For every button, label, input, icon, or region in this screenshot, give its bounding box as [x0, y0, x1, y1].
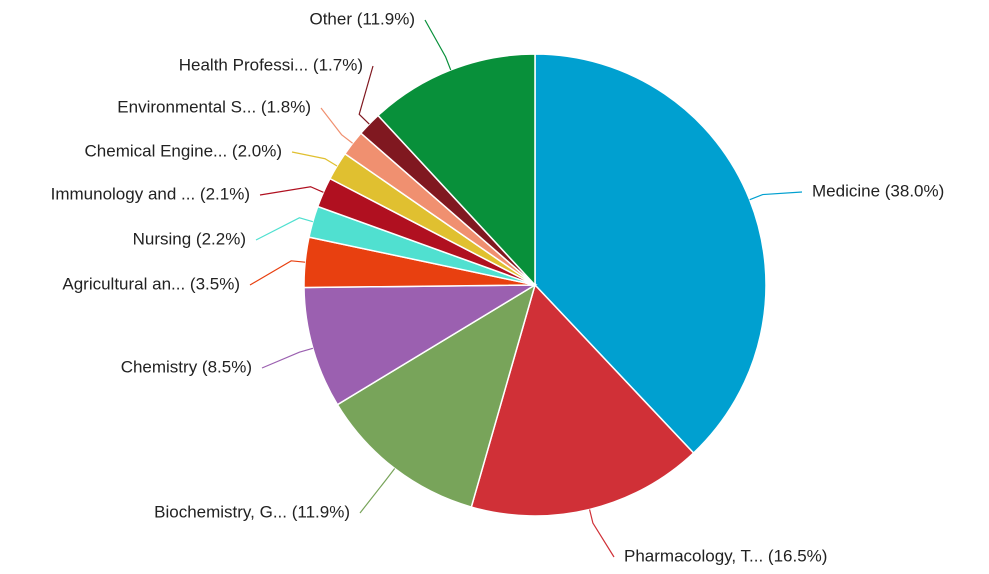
slice-label: Medicine (38.0%): [812, 181, 944, 200]
slice-label: Biochemistry, G... (11.9%): [154, 502, 350, 521]
slice-label: Environmental S... (1.8%): [117, 97, 311, 116]
leader-line: [249, 260, 306, 286]
slice-label: Agricultural an... (3.5%): [62, 274, 240, 293]
leader-line: [588, 509, 615, 558]
leader-line: [320, 107, 353, 144]
slice-label: Chemical Engine... (2.0%): [85, 141, 282, 160]
leader-line: [291, 151, 338, 167]
slice-label: Pharmacology, T... (16.5%): [624, 546, 827, 565]
leader-line: [259, 186, 324, 196]
pie-slice: [470, 283, 695, 517]
leader-line: [261, 347, 314, 369]
leader-line: [749, 191, 803, 201]
slice-label: Other (11.9%): [309, 9, 415, 28]
leader-line: [359, 468, 396, 514]
leader-line: [255, 217, 314, 241]
slice-label: Health Professi... (1.7%): [179, 55, 363, 74]
leader-line: [424, 19, 452, 71]
slice-label: Nursing (2.2%): [133, 229, 246, 248]
slice-label: Immunology and ... (2.1%): [51, 184, 250, 203]
slice-label: Chemistry (8.5%): [121, 357, 252, 376]
leader-line: [358, 65, 374, 125]
